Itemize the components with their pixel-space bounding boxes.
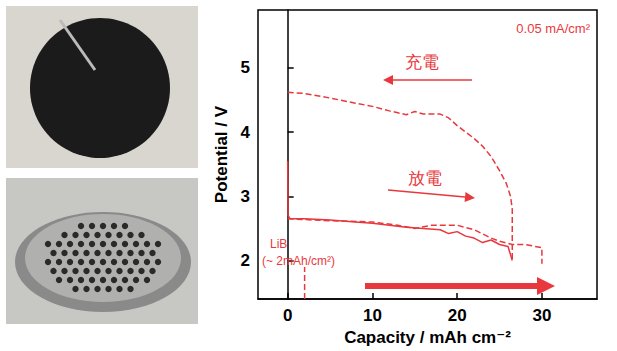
- svg-text:(~ 2mAh/cm²): (~ 2mAh/cm²): [262, 254, 335, 268]
- svg-text:Capacity / mAh cm⁻²: Capacity / mAh cm⁻²: [344, 328, 511, 347]
- svg-text:2: 2: [241, 251, 250, 270]
- svg-text:0: 0: [283, 306, 292, 325]
- svg-text:放電: 放電: [408, 169, 442, 188]
- svg-text:0.05 mA/cm²: 0.05 mA/cm²: [516, 21, 590, 36]
- svg-text:3: 3: [241, 187, 250, 206]
- svg-text:5: 5: [241, 58, 250, 77]
- svg-text:4: 4: [241, 123, 251, 142]
- svg-text:10: 10: [363, 306, 382, 325]
- svg-text:Potential / V: Potential / V: [212, 105, 231, 203]
- svg-text:30: 30: [532, 306, 551, 325]
- svg-text:充電: 充電: [405, 53, 439, 72]
- svg-text:20: 20: [448, 306, 467, 325]
- svg-text:LiB: LiB: [270, 237, 287, 251]
